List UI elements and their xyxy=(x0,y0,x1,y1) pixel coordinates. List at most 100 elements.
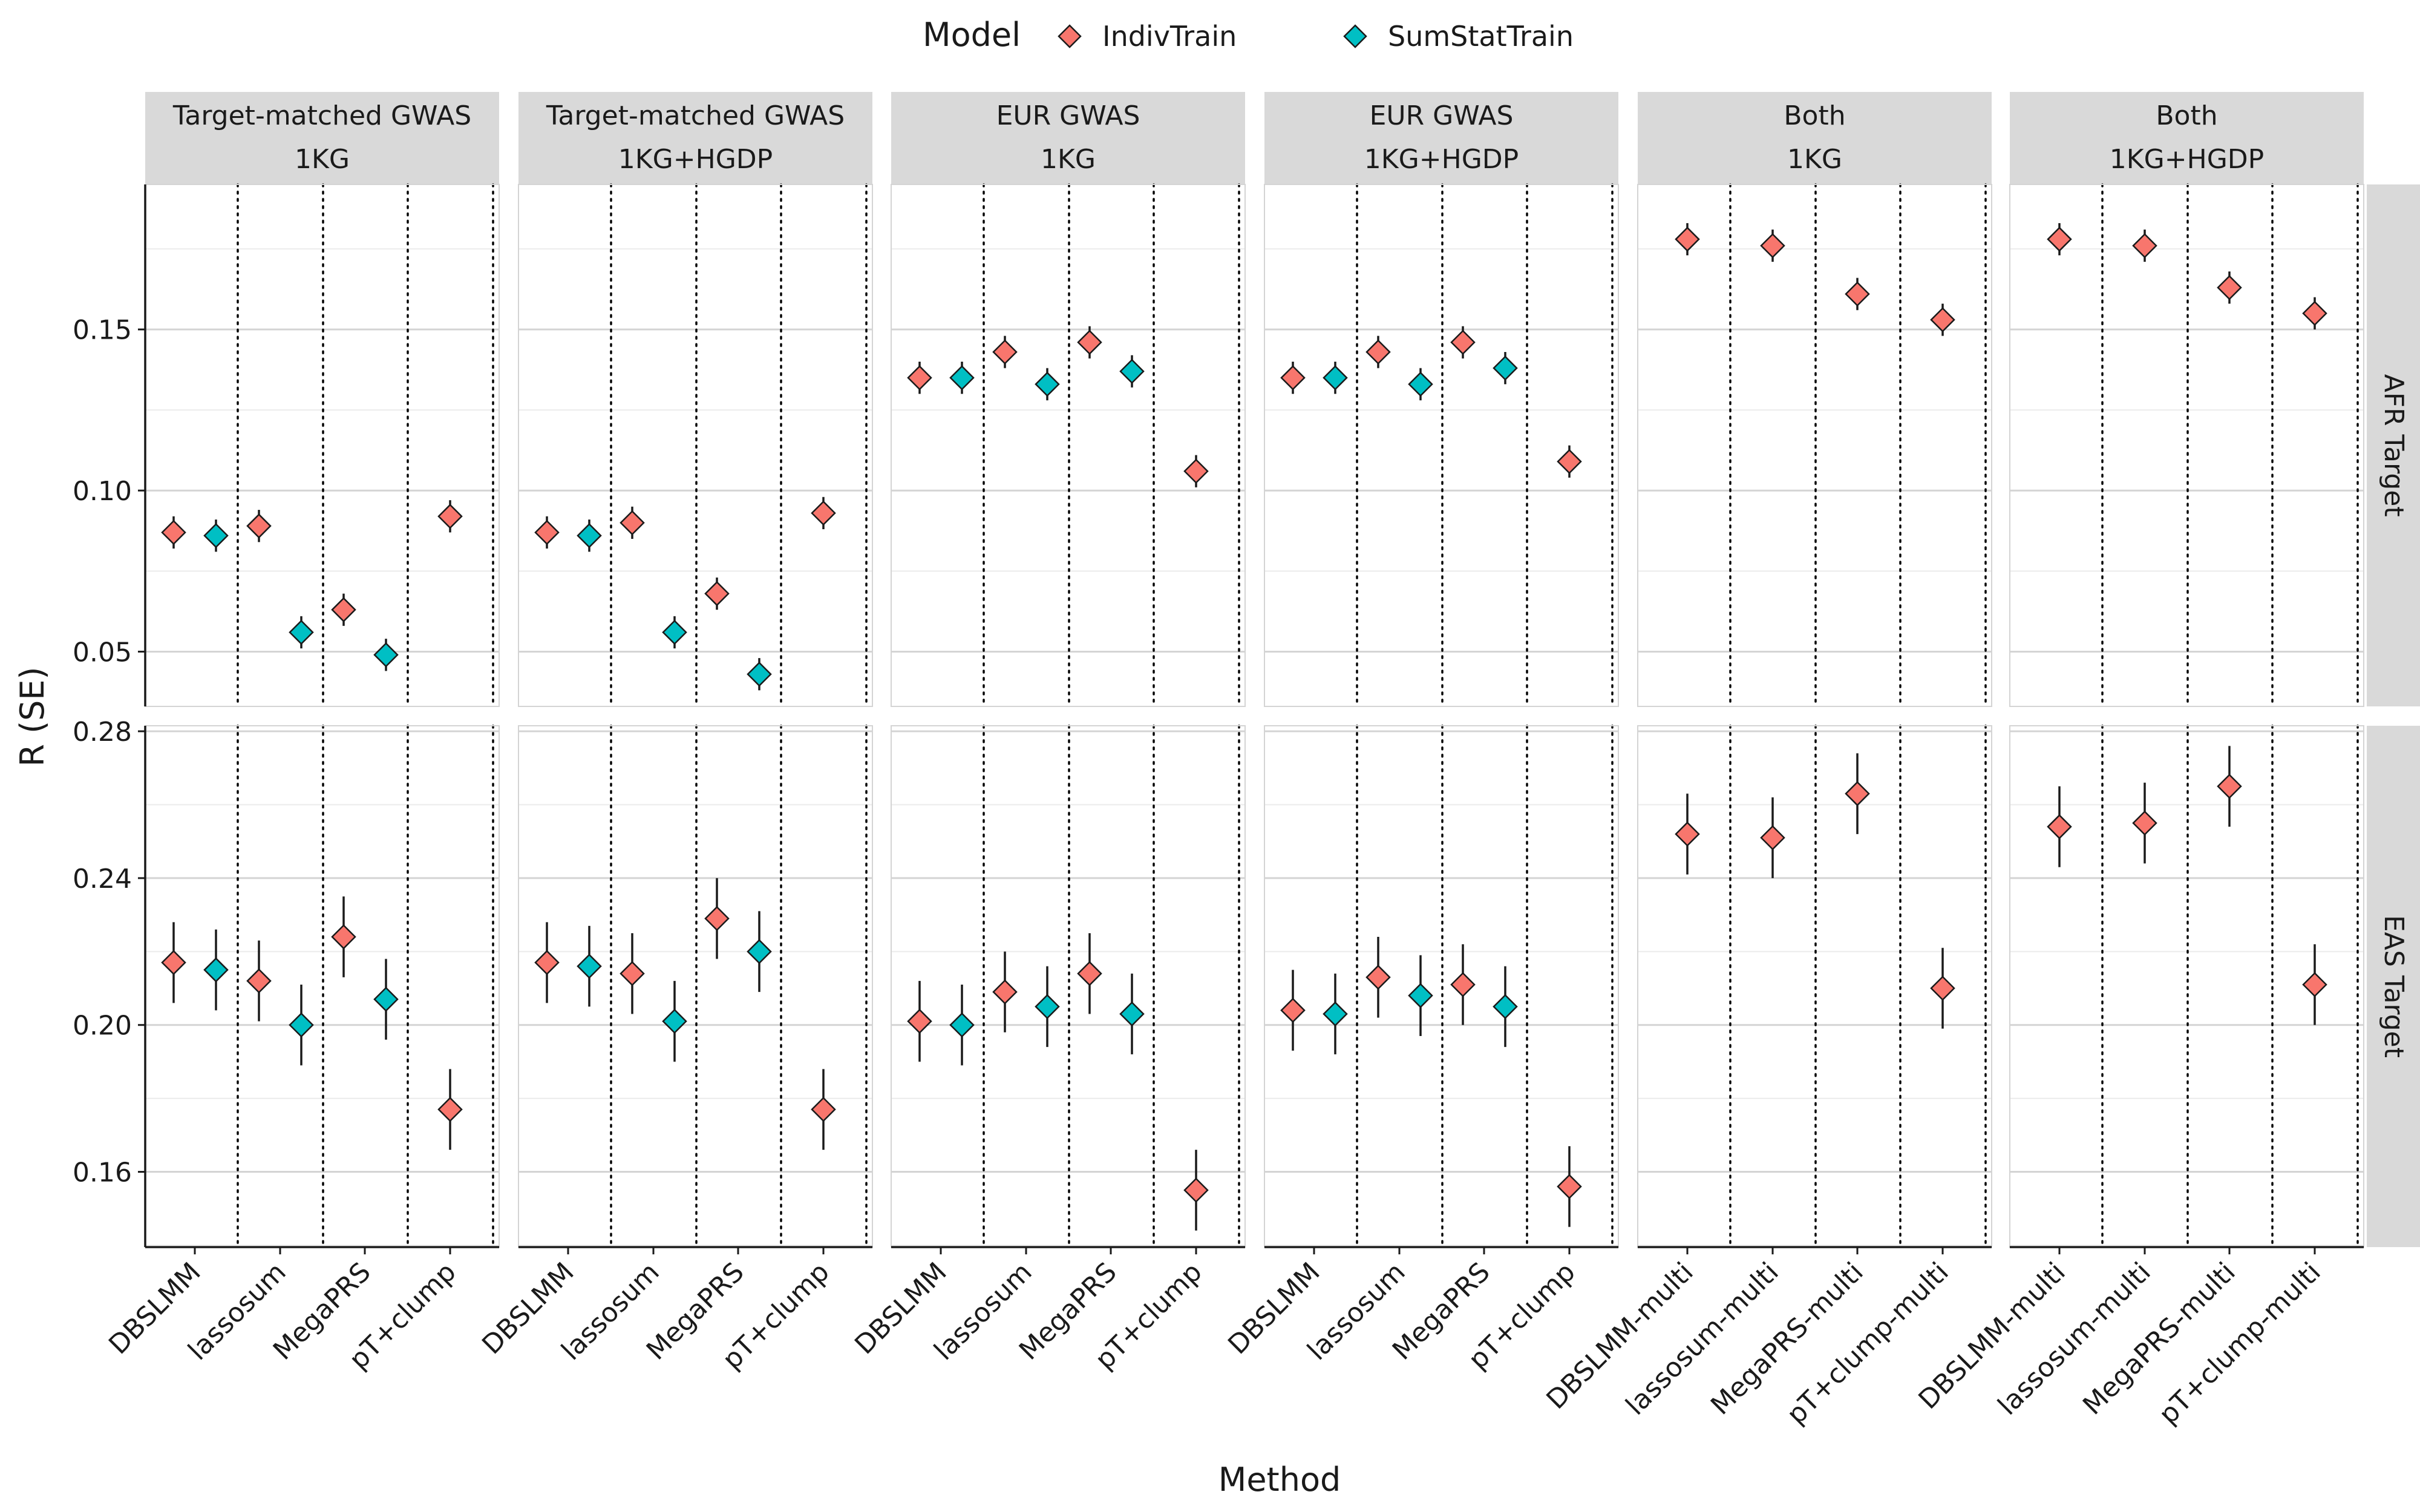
point-marker xyxy=(437,1097,463,1123)
facet-title-col-2-line2: 1KG xyxy=(1041,144,1096,175)
point-r0-c2-m0-indivtrain xyxy=(907,361,932,394)
point-marker xyxy=(289,1012,314,1038)
y-tick-label: 0.10 xyxy=(73,476,132,507)
point-marker xyxy=(747,661,772,687)
point-marker xyxy=(1675,821,1700,847)
point-marker xyxy=(2302,972,2327,997)
point-marker xyxy=(1035,371,1060,397)
point-r0-c4-m3-indivtrain xyxy=(1930,304,1955,336)
point-marker xyxy=(1035,994,1060,1020)
x-axis-title: Method xyxy=(1218,1461,1341,1499)
point-r0-c0-m0-indivtrain xyxy=(161,516,186,549)
point-r1-c1-m2-indivtrain xyxy=(704,878,730,959)
point-marker xyxy=(811,1097,836,1123)
panel-border xyxy=(891,184,1246,707)
x-tick-label: lassosum-multi xyxy=(1992,1257,2157,1421)
point-marker xyxy=(246,513,272,539)
point-marker xyxy=(1365,339,1391,365)
point-r0-c3-m2-sumstattrain xyxy=(1493,352,1518,385)
point-marker xyxy=(289,619,314,645)
point-marker xyxy=(907,365,932,391)
point-r1-c1-m1-indivtrain xyxy=(620,933,645,1014)
point-marker xyxy=(704,905,730,931)
point-r0-c1-m2-indivtrain xyxy=(704,577,730,610)
legend-title: Model xyxy=(923,16,1021,54)
point-marker xyxy=(203,957,229,983)
point-marker xyxy=(577,953,602,979)
point-r0-c4-m2-indivtrain xyxy=(1845,278,1870,310)
point-marker xyxy=(1845,281,1870,307)
point-r0-c2-m3-indivtrain xyxy=(1183,455,1209,487)
facet-title-col-5-line1: Both xyxy=(2156,100,2217,131)
point-marker xyxy=(1930,307,1955,333)
point-marker xyxy=(1119,359,1145,384)
point-r0-c0-m1-indivtrain xyxy=(246,510,272,543)
point-marker xyxy=(331,597,356,622)
point-marker xyxy=(2132,233,2157,258)
panel-r1-c3 xyxy=(1264,725,1619,1248)
point-r1-c5-m1-indivtrain xyxy=(2132,783,2157,864)
facet-title-col-0-line2: 1KG xyxy=(295,144,350,175)
point-marker xyxy=(1323,1001,1348,1027)
point-r1-c1-m0-indivtrain xyxy=(534,922,560,1003)
facet-strip-row-0 xyxy=(2367,184,2420,706)
point-marker xyxy=(1280,365,1306,391)
point-r1-c0-m1-sumstattrain xyxy=(289,984,314,1066)
x-tick-label: pT+clump-multi xyxy=(2153,1257,2327,1430)
point-r1-c2-m1-sumstattrain xyxy=(1035,966,1060,1048)
point-r1-c4-m0-indivtrain xyxy=(1675,793,1700,875)
point-r0-c3-m2-indivtrain xyxy=(1450,326,1476,359)
point-r0-c0-m2-indivtrain xyxy=(331,593,356,626)
point-marker xyxy=(534,950,560,976)
facet-strip-col-5 xyxy=(2010,92,2364,184)
point-r1-c3-m0-sumstattrain xyxy=(1323,973,1348,1055)
point-r0-c1-m2-sumstattrain xyxy=(747,658,772,691)
point-marker xyxy=(1930,976,1955,1001)
point-r1-c3-m1-sumstattrain xyxy=(1408,955,1433,1036)
point-r1-c0-m2-indivtrain xyxy=(331,896,356,977)
point-marker xyxy=(1365,965,1391,990)
facet-title-col-1-line2: 1KG+HGDP xyxy=(618,144,773,175)
point-marker xyxy=(246,968,272,994)
point-marker xyxy=(949,365,975,391)
point-marker xyxy=(704,581,730,607)
point-marker xyxy=(1675,226,1700,252)
x-tick-label: MegaPRS-multi xyxy=(1705,1257,1869,1421)
point-marker xyxy=(1493,355,1518,381)
facet-title-row-0: AFR Target xyxy=(2378,374,2409,516)
point-marker xyxy=(1183,1178,1209,1203)
facet-title-row-1: EAS Target xyxy=(2378,915,2409,1058)
point-r1-c1-m2-sumstattrain xyxy=(747,911,772,992)
facet-strip-row-1 xyxy=(2367,726,2420,1247)
point-r1-c0-m0-indivtrain xyxy=(161,922,186,1003)
point-marker xyxy=(1450,972,1476,997)
point-r1-c2-m0-indivtrain xyxy=(907,980,932,1062)
facet-strip-col-0 xyxy=(145,92,499,184)
point-marker xyxy=(1760,825,1785,850)
y-tick-label: 0.05 xyxy=(73,637,132,668)
point-r0-c2-m2-sumstattrain xyxy=(1119,355,1145,388)
y-tick-label: 0.20 xyxy=(73,1011,132,1041)
point-marker xyxy=(1557,1174,1582,1199)
panel-r1-c2 xyxy=(891,725,1246,1248)
point-marker xyxy=(1183,458,1209,484)
facet-title-col-0-line1: Target-matched GWAS xyxy=(172,100,471,131)
point-marker xyxy=(811,500,836,526)
panel-border xyxy=(1264,184,1619,707)
point-r0-c3-m1-indivtrain xyxy=(1365,336,1391,368)
point-r1-c4-m2-indivtrain xyxy=(1845,753,1870,835)
point-marker xyxy=(161,950,186,976)
point-r1-c1-m0-sumstattrain xyxy=(577,925,602,1007)
point-marker xyxy=(747,939,772,965)
point-r1-c1-m1-sumstattrain xyxy=(662,980,687,1062)
point-r1-c2-m3-indivtrain xyxy=(1183,1150,1209,1231)
point-marker xyxy=(1493,994,1518,1020)
point-r1-c0-m1-indivtrain xyxy=(246,940,272,1022)
legend-label-sumstattrain: SumStatTrain xyxy=(1388,20,1574,53)
facet-title-col-4-line2: 1KG xyxy=(1787,144,1842,175)
point-r1-c1-m3-indivtrain xyxy=(811,1069,836,1150)
panel-border xyxy=(1637,184,1992,707)
panel-r0-c0 xyxy=(145,183,500,708)
panel-r0-c1 xyxy=(518,183,873,708)
